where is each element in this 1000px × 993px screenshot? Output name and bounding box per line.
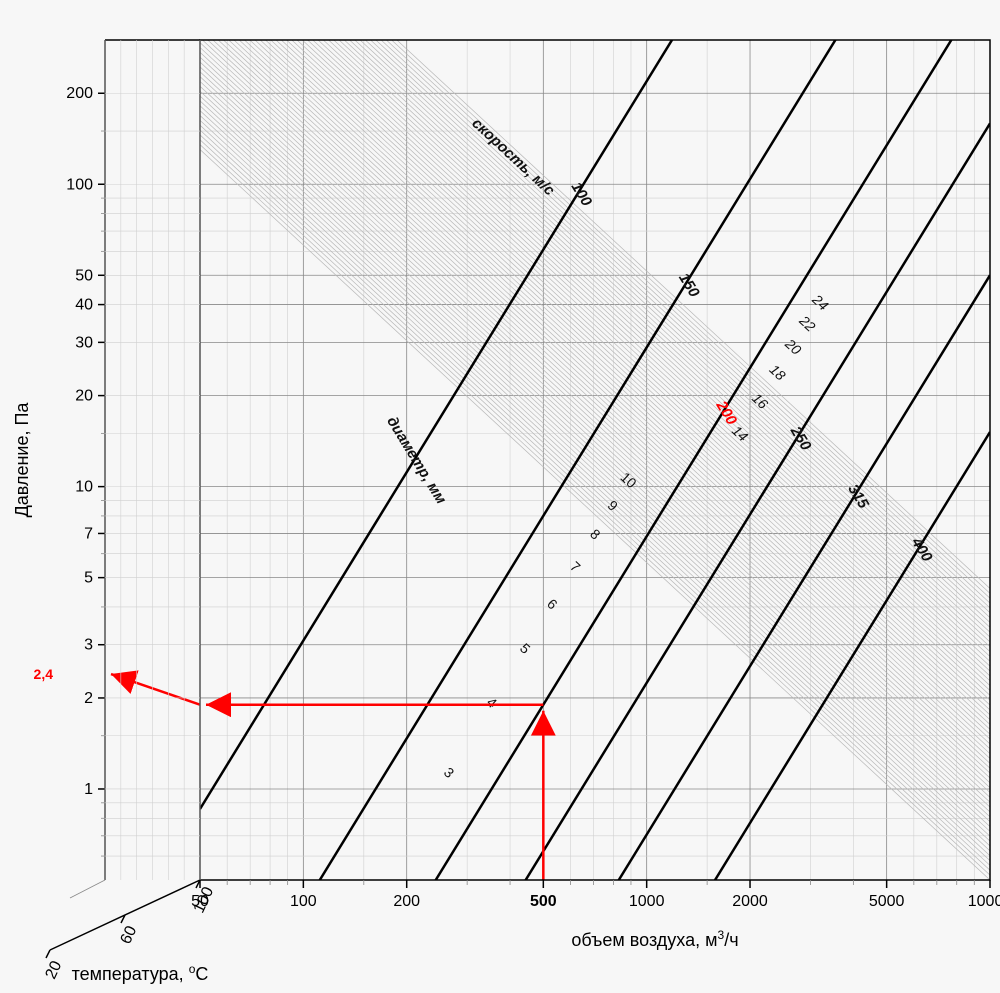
x-axis-title: объем воздуха, м3/ч [571,928,738,950]
temperature-axis-title: температура, oC [72,962,209,984]
y-tick-label: 50 [75,267,93,284]
y-tick-label: 40 [75,297,93,314]
y-tick-label: 200 [66,85,93,102]
y-tick-label: 5 [84,570,93,587]
x-tick-label: 100 [290,893,317,910]
x-tick-label: 2000 [732,893,768,910]
y-tick-label: 10 [75,479,93,496]
y-tick-label: 3 [84,637,93,654]
y-tick-label: 7 [84,525,93,542]
y-tick-label: 100 [66,176,93,193]
x-tick-label: 500 [530,893,557,910]
y-axis-title: Давление, Па [12,402,32,518]
y-result-label: 2,4 [34,666,54,682]
nomograph-chart: диаметр, мм100150200250315400скорость, м… [0,0,1000,993]
x-tick-label: 10000 [968,893,1000,910]
x-tick-label: 200 [393,893,420,910]
y-tick-label: 30 [75,334,93,351]
x-tick-label: 1000 [629,893,665,910]
y-tick-label: 1 [84,781,93,798]
y-tick-label: 2 [84,690,93,707]
y-tick-label: 20 [75,388,93,405]
x-tick-label: 5000 [869,893,905,910]
